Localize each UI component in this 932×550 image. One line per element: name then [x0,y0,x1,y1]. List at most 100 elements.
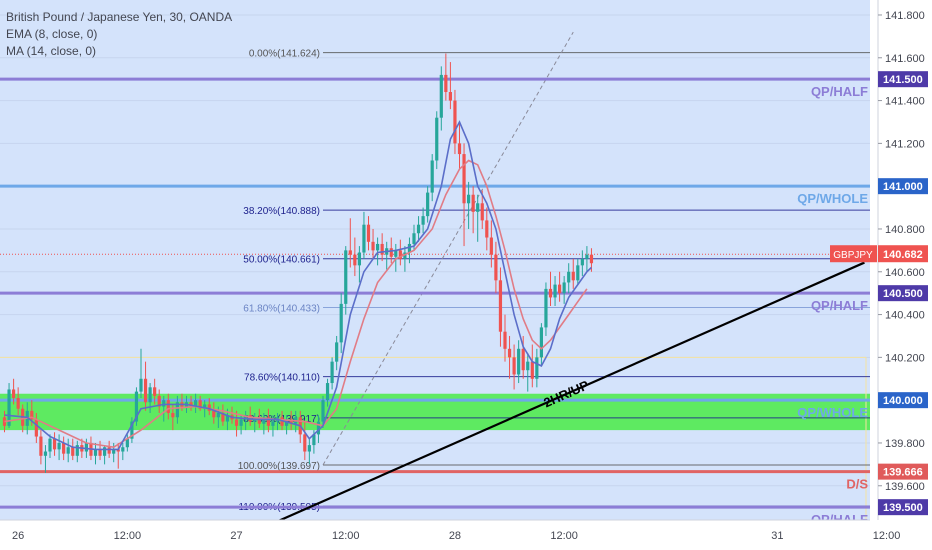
candle-body [207,404,211,411]
candle-body [84,442,88,452]
candle-body [175,402,179,418]
candle-body [517,348,521,375]
price-tick-label: 140.400 [885,310,925,322]
fib-level-label: 0.00%(141.624) [249,49,320,60]
candle-body [12,389,16,399]
fib-level-label: 78.60%(140.110) [244,373,320,384]
fib-diagonal [322,31,574,466]
candle-body [389,248,393,257]
chart-title: British Pound / Japanese Yen, 30, OANDA [6,10,233,24]
time-tick-label: 26 [12,530,24,542]
candle-body [93,449,98,456]
ma-legend: MA (14, close, 0) [6,44,97,58]
candle-body [116,449,120,452]
candle-body [589,254,594,264]
candle-body [444,74,448,93]
candle-body [403,252,407,259]
candle-body [262,417,266,424]
level-price-tag-label: 140.500 [883,288,923,300]
candle-body [457,143,462,155]
candle-body [234,419,239,426]
level-label: QP/HALF [811,84,868,99]
candle-body [303,434,307,452]
last-price-tag-label: 140.682 [883,249,923,261]
candle-body [553,284,557,298]
candle-body [148,387,152,403]
ema-legend: EMA (8, close, 0) [6,27,98,41]
time-tick-label: 12:00 [550,530,578,542]
level-price-tag-label: 140.000 [883,395,923,407]
candle-body [98,449,102,456]
level-price-tag-label: 139.500 [883,502,923,514]
candle-body [421,216,425,225]
candle-body [398,250,402,259]
time-tick-label: 12:00 [873,530,901,542]
candle-body [344,250,348,304]
candle-body [357,252,361,266]
candle-body [62,442,66,454]
time-tick-label: 31 [771,530,783,542]
level-price-tag [878,463,928,480]
price-tick-label: 141.600 [885,53,925,65]
candle-body [321,400,325,422]
candle-body [576,265,580,281]
candle-body [162,400,166,407]
candle-body [198,400,202,409]
fib-level-label: 38.20%(140.888) [243,206,320,217]
candle-body [558,284,562,294]
price-tick-label: 141.400 [885,96,925,108]
candle-body [143,378,148,403]
fib-level-label: 100.00%(139.697) [238,461,320,472]
candle-body [376,243,380,251]
ema-line [4,120,592,451]
candle-body [580,258,584,266]
candle-body [348,250,352,255]
candle-body [544,288,548,328]
time-tick-label: 12:00 [332,530,360,542]
candle-body [75,445,79,456]
candle-body [7,389,11,426]
candle-body [107,447,111,454]
candle-body [316,421,321,435]
candle-body [30,410,34,420]
candle-body [512,357,516,375]
level-price-tag-label: 139.666 [883,467,923,479]
candle-body [225,415,230,422]
price-tick-label: 139.800 [885,438,925,450]
candle-body [157,395,161,407]
candle-body [548,288,553,298]
candle-body [426,192,430,217]
candle-body [480,203,484,221]
candle-body [134,391,139,422]
ma-line [4,159,588,449]
price-tick-label: 140.800 [885,224,925,236]
fib-level-label: 50.00%(140.661) [243,255,320,266]
candle-body [448,92,452,101]
candle-body [130,421,134,439]
candle-body [121,447,125,452]
level-price-tag [878,392,928,409]
candle-body [125,438,129,448]
candle-body [221,413,225,422]
time-tick-label: 27 [230,530,242,542]
candle-body [430,160,434,193]
candle-body [407,243,412,253]
candle-body [194,400,198,407]
symbol-tag-label: GBPJPY [833,250,873,261]
candle-body [39,436,43,456]
candle-body [166,400,170,414]
level-label: D/S [846,477,868,492]
level-price-tag [878,71,928,88]
candle-body [416,224,421,234]
candle-body [103,447,107,456]
candle-body [521,348,525,371]
symbol-tag [830,245,877,263]
trendline [267,261,865,527]
candle-body [71,447,75,456]
candle-body [16,398,20,409]
candle-body [57,442,61,450]
candle-body [330,361,334,384]
candle-body [239,419,243,426]
candle-body [453,100,457,144]
